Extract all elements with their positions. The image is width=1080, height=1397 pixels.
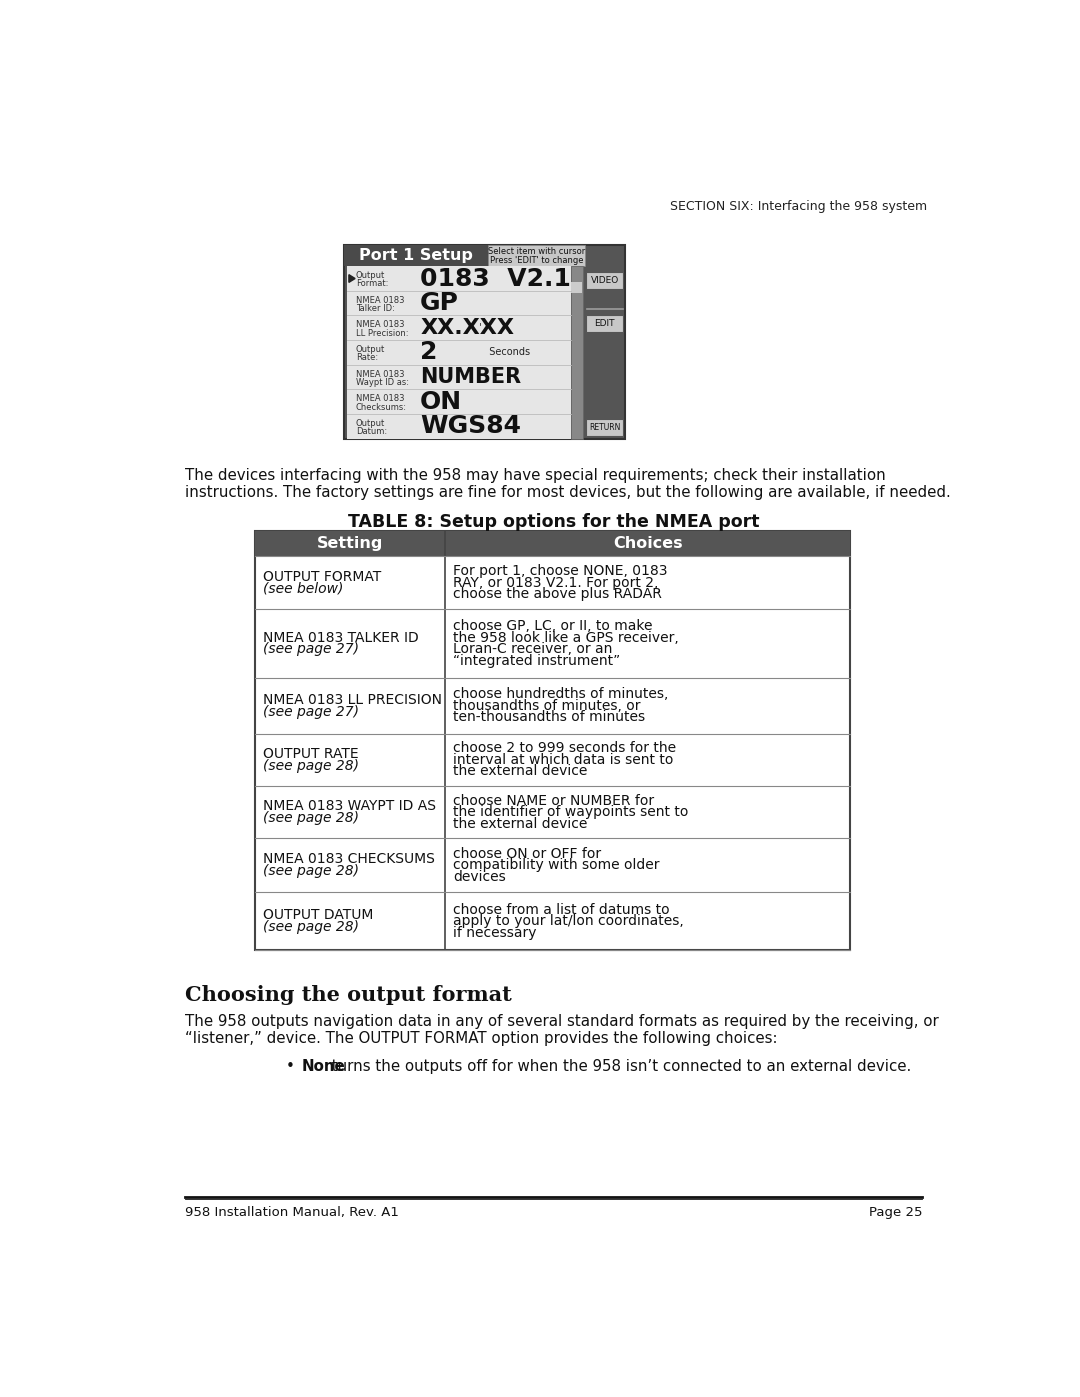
Text: choose from a list of datums to: choose from a list of datums to — [453, 902, 670, 916]
Text: EDIT: EDIT — [594, 319, 615, 328]
Text: TABLE 8: Setup options for the NMEA port: TABLE 8: Setup options for the NMEA port — [348, 513, 759, 531]
Text: Choices: Choices — [612, 536, 683, 552]
Text: thousandths of minutes, or: thousandths of minutes, or — [453, 698, 640, 712]
Text: The 958 outputs navigation data in any of several standard formats as required b: The 958 outputs navigation data in any o… — [185, 1014, 939, 1028]
Bar — [571, 282, 582, 293]
Text: VIDEO: VIDEO — [591, 277, 619, 285]
Text: choose ON or OFF for: choose ON or OFF for — [453, 847, 600, 861]
Text: RETURN: RETURN — [589, 423, 620, 433]
Text: NUMBER: NUMBER — [420, 367, 522, 387]
Text: the 958 look like a GPS receiver,: the 958 look like a GPS receiver, — [453, 630, 678, 645]
Text: NMEA 0183: NMEA 0183 — [356, 394, 404, 404]
Text: (see page 28): (see page 28) — [262, 759, 359, 773]
Text: NMEA 0183 TALKER ID: NMEA 0183 TALKER ID — [262, 630, 419, 645]
Text: Format:: Format: — [356, 279, 388, 288]
Text: Select item with cursor: Select item with cursor — [488, 247, 585, 256]
Bar — [255, 531, 850, 950]
Text: None: None — [301, 1059, 346, 1073]
Text: GP: GP — [420, 291, 459, 316]
Text: choose GP, LC, or II, to make: choose GP, LC, or II, to make — [453, 619, 652, 633]
Text: (see page 27): (see page 27) — [262, 643, 359, 657]
Text: the external device: the external device — [453, 764, 588, 778]
Text: OUTPUT RATE: OUTPUT RATE — [262, 747, 359, 761]
Text: Rate:: Rate: — [356, 353, 378, 362]
Text: NMEA 0183 LL PRECISION: NMEA 0183 LL PRECISION — [262, 693, 442, 707]
Bar — [586, 419, 623, 436]
Text: “integrated instrument”: “integrated instrument” — [453, 654, 620, 668]
Text: compatibility with some older: compatibility with some older — [453, 858, 659, 872]
Bar — [488, 244, 584, 267]
Text: NMEA 0183: NMEA 0183 — [356, 296, 404, 305]
Text: Waypt ID as:: Waypt ID as: — [356, 379, 409, 387]
Bar — [345, 244, 488, 267]
Text: Choosing the output format: Choosing the output format — [185, 985, 511, 1004]
Text: Loran-C receiver, or an: Loran-C receiver, or an — [453, 643, 612, 657]
Bar — [255, 531, 850, 556]
Text: Port 1 Setup: Port 1 Setup — [360, 247, 473, 263]
Text: Output: Output — [356, 419, 386, 427]
Text: interval at which data is sent to: interval at which data is sent to — [453, 753, 673, 767]
Text: Checksums:: Checksums: — [356, 402, 407, 412]
Text: (see page 28): (see page 28) — [262, 919, 359, 933]
Text: The devices interfacing with the 958 may have special requirements; check their : The devices interfacing with the 958 may… — [185, 468, 886, 483]
Bar — [570, 267, 583, 439]
Text: ten-thousandths of minutes: ten-thousandths of minutes — [453, 711, 645, 725]
Text: NMEA 0183 WAYPT ID AS: NMEA 0183 WAYPT ID AS — [262, 799, 436, 813]
Text: NMEA 0183: NMEA 0183 — [356, 320, 404, 330]
Text: XX.XXX: XX.XXX — [420, 317, 514, 338]
Text: apply to your lat/lon coordinates,: apply to your lat/lon coordinates, — [453, 914, 684, 928]
Text: choose hundredths of minutes,: choose hundredths of minutes, — [453, 687, 669, 701]
Text: WGS84: WGS84 — [420, 415, 522, 439]
Text: Seconds: Seconds — [483, 348, 530, 358]
Text: Output: Output — [356, 345, 386, 353]
Text: turns the outputs off for when the 958 isn’t connected to an external device.: turns the outputs off for when the 958 i… — [327, 1059, 912, 1073]
Text: choose 2 to 999 seconds for the: choose 2 to 999 seconds for the — [453, 742, 676, 756]
Text: Page 25: Page 25 — [869, 1206, 922, 1220]
Text: Setting: Setting — [316, 536, 383, 552]
Text: choose the above plus RADAR: choose the above plus RADAR — [453, 587, 662, 601]
Text: devices: devices — [453, 870, 505, 884]
Text: (see page 28): (see page 28) — [262, 810, 359, 824]
Text: instructions. The factory settings are fine for most devices, but the following : instructions. The factory settings are f… — [185, 485, 950, 500]
Text: LL Precision:: LL Precision: — [356, 328, 408, 338]
Text: if necessary: if necessary — [453, 926, 537, 940]
Text: Output: Output — [356, 271, 386, 279]
Text: (see below): (see below) — [262, 581, 343, 595]
Text: OUTPUT DATUM: OUTPUT DATUM — [262, 908, 374, 922]
Text: choose NAME or NUMBER for: choose NAME or NUMBER for — [453, 793, 653, 807]
Text: •: • — [285, 1059, 295, 1073]
Text: RAY, or 0183 V2.1. For port 2,: RAY, or 0183 V2.1. For port 2, — [453, 576, 658, 590]
Text: 958 Installation Manual, Rev. A1: 958 Installation Manual, Rev. A1 — [185, 1206, 399, 1220]
Text: (see page 28): (see page 28) — [262, 863, 359, 879]
Text: Datum:: Datum: — [356, 427, 387, 436]
Bar — [347, 267, 570, 439]
Text: SECTION SIX: Interfacing the 958 system: SECTION SIX: Interfacing the 958 system — [670, 200, 927, 212]
Text: 2: 2 — [420, 341, 437, 365]
Text: the external device: the external device — [453, 817, 588, 831]
Bar — [586, 314, 623, 331]
Bar — [586, 272, 623, 289]
Polygon shape — [349, 275, 355, 282]
Text: OUTPUT FORMAT: OUTPUT FORMAT — [262, 570, 381, 584]
Text: ON: ON — [420, 390, 462, 414]
Text: Talker ID:: Talker ID: — [356, 305, 395, 313]
Text: “listener,” device. The OUTPUT FORMAT option provides the following choices:: “listener,” device. The OUTPUT FORMAT op… — [185, 1031, 778, 1046]
Text: ': ' — [476, 323, 482, 332]
Bar — [345, 244, 625, 439]
Text: 0183  V2.1: 0183 V2.1 — [420, 267, 571, 291]
Text: NMEA 0183: NMEA 0183 — [356, 369, 404, 379]
Text: Press 'EDIT' to change: Press 'EDIT' to change — [489, 256, 583, 264]
Text: (see page 27): (see page 27) — [262, 704, 359, 718]
Text: the identifier of waypoints sent to: the identifier of waypoints sent to — [453, 805, 688, 819]
Text: NMEA 0183 CHECKSUMS: NMEA 0183 CHECKSUMS — [262, 852, 435, 866]
Text: For port 1, choose NONE, 0183: For port 1, choose NONE, 0183 — [453, 564, 667, 578]
